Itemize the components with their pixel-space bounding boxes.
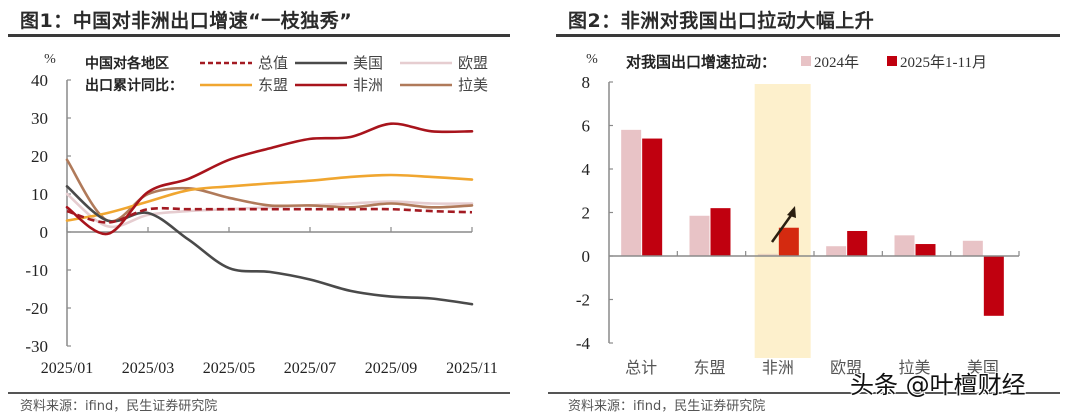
x-tick-label: 2025/09 [365,360,417,377]
bar-拉美-2024年 [894,235,915,256]
figure2-bars [621,129,1004,316]
figure1-source: 资料来源：ifind，民生证券研究院 [20,399,218,414]
legend-heading: 对我国出口增速拉动： [626,53,776,71]
x-tick-label: 2025/01 [41,360,93,377]
y-tick-label: 4 [582,160,591,179]
y-tick-label: 0 [40,223,49,242]
bar-东盟-2025年1-11月 [710,208,731,256]
figure1-panel: 图1：中国对非洲出口增速“一枝独秀” % 40 30 20 10 0 -10 -20 -30 20… [0,0,540,414]
x-tick-label: 2025/11 [446,360,498,377]
legend-label: 美国 [353,55,383,72]
legend-label: 2025年1-11月 [900,54,987,71]
figure2-title: 图2：非洲对我国出口拉动大幅上升 [568,10,875,32]
x-tick-label: 2025/05 [203,360,255,377]
figure2-bar-chart: % 8 6 4 2 0 -2 -4 总计 东盟 非洲 欧盟 拉美 美国 对我国出口增速拉动： 2024年 20… [576,52,1020,377]
y-tick-label: -30 [25,337,48,356]
up-arrow-icon [770,206,796,243]
y-tick-label: -4 [576,334,591,353]
x-category-label: 拉美 [898,359,930,377]
arrow-head [787,206,796,218]
figure1-title-rule [8,34,510,37]
x-tick-label: 2025/07 [284,360,336,377]
y-tick-label: 0 [582,247,591,266]
legend-heading: 出口累计同比： [85,77,183,94]
figure2-legend: 对我国出口增速拉动： 2024年 2025年1-11月 [626,53,987,71]
series-line-总值 [66,206,473,224]
legend-label: 东盟 [258,77,288,94]
arrow-shaft [770,213,794,243]
y-unit-label: % [44,52,56,67]
bar-东盟-2024年 [689,215,710,256]
y-tick-label: -10 [25,261,48,280]
figure1-axes: % 40 30 20 10 0 -10 -20 -30 2025/01 2025/03 2025/05… [25,52,498,377]
series-line-非洲 [65,122,474,236]
y-tick-label: 8 [582,73,591,92]
y-tick-label: 40 [31,71,48,90]
figure2-bottom-rule [548,392,1060,394]
figure1-lines [65,122,474,306]
y-tick-label: 10 [31,185,48,204]
y-tick-label: 20 [31,147,48,166]
bar-非洲-2024年 [757,253,778,256]
x-tick-label: 2025/03 [122,360,174,377]
figure2-source: 资料来源：ifind，民生证券研究院 [568,399,766,414]
y-tick-label: -20 [25,299,48,318]
x-category-label: 欧盟 [830,359,862,377]
legend-swatch [887,56,897,66]
series-line-欧盟 [65,192,474,229]
legend-swatch [801,56,811,66]
figure2-title-rule [556,34,1060,37]
y-unit-label: % [586,52,598,67]
figure1-line-chart: % 40 30 20 10 0 -10 -20 -30 2025/01 2025/03 2025/05… [25,52,498,377]
legend-label: 总值 [258,55,288,72]
bar-非洲-2025年1-11月 [778,227,799,256]
bar-拉美-2025年1-11月 [915,244,936,256]
y-tick-label: 2 [582,204,591,223]
x-category-label: 美国 [967,359,999,377]
figure2-highlight-band [754,84,811,358]
legend-heading: 中国对各地区 [85,55,169,72]
watermark: 头条 @叶檀财经 [850,371,1026,399]
y-tick-label: 30 [31,109,48,128]
legend-label: 欧盟 [458,55,488,72]
bar-欧盟-2024年 [826,246,847,256]
y-tick-label: 6 [582,117,591,136]
x-category-label: 非洲 [762,359,794,377]
bar-美国-2024年 [962,240,983,256]
bar-美国-2025年1-11月 [983,256,1004,316]
x-category-label: 总计 [625,359,657,377]
series-line-拉美 [65,158,474,223]
figure2-axes: % 8 6 4 2 0 -2 -4 总计 东盟 非洲 欧盟 拉美 美国 [576,52,1020,377]
legend-label: 拉美 [458,77,488,94]
figure2-panel: 图2：非洲对我国出口拉动大幅上升 % 8 6 4 2 0 -2 -4 总计 东盟 非洲 欧盟 拉美 美国 … [540,0,1080,414]
figure1-title: 图1：中国对非洲出口增速“一枝独秀” [20,10,353,32]
legend-label: 2024年 [814,54,859,71]
bar-欧盟-2025年1-11月 [847,230,868,256]
bar-总计-2024年 [621,129,642,256]
legend-label: 非洲 [353,77,383,94]
x-category-label: 东盟 [693,359,725,377]
figure1-bottom-rule [8,392,510,394]
highlight-band [754,84,811,358]
y-tick-label: -2 [576,291,590,310]
bar-总计-2025年1-11月 [642,138,663,256]
